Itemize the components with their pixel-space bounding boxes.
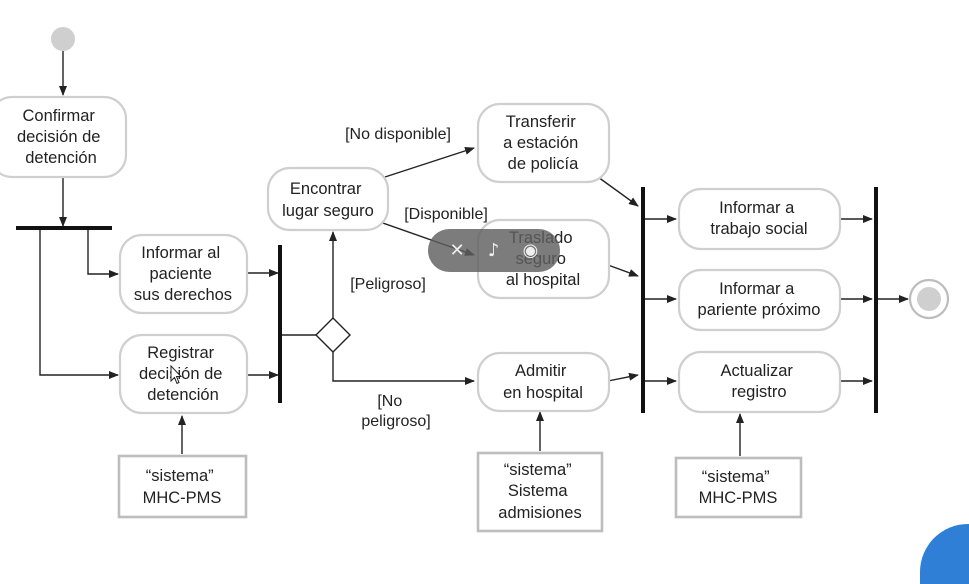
join-bar-3 <box>874 187 878 413</box>
system-mhc-pms-2: “sistema” MHC-PMS <box>674 456 803 519</box>
start-node <box>51 27 75 51</box>
node-label: Informar a trabajo social <box>710 199 807 238</box>
join-bar-2 <box>641 187 645 413</box>
mouse-cursor-icon <box>170 365 182 385</box>
activity-informar-trabajo: Informar a trabajo social <box>677 187 842 251</box>
activity-informar-paciente: Informar al paciente sus derechos <box>118 233 249 315</box>
activity-actualizar: Actualizar registro <box>677 350 842 414</box>
node-label: Actualizar registro <box>720 362 797 401</box>
guard-no-disponible: [No disponible] <box>345 126 451 143</box>
guard-no-peligroso: [No peligroso] <box>361 393 430 430</box>
record-icon[interactable]: ◉ <box>522 240 539 261</box>
activity-transferir: Transferir a estación de policía <box>476 102 611 184</box>
node-label: Encontrar lugar seguro <box>282 180 374 220</box>
edges <box>39 51 909 456</box>
guard-peligroso: [Peligroso] <box>350 276 426 293</box>
pin-off-icon[interactable]: ✕ <box>449 240 465 261</box>
fork-bar <box>16 226 112 230</box>
join-bar-1 <box>278 245 282 403</box>
activity-informar-pariente: Informar a pariente próximo <box>677 268 842 332</box>
node-label: Informar al paciente sus derechos <box>134 244 232 304</box>
system-label: “sistema” MHC-PMS <box>699 468 778 507</box>
media-overlay[interactable]: ✕ ♪ ◉ <box>428 229 560 272</box>
system-label: “sistema” MHC-PMS <box>143 467 222 507</box>
node-label: Transferir a estación de policía <box>503 113 583 173</box>
activity-registrar: Registrar decisión de detención <box>118 333 249 415</box>
node-label: Admitir en hospital <box>503 362 583 402</box>
system-admisiones: “sistema” Sistema admisiones <box>476 451 604 533</box>
node-label: Confirmar decisión de detención <box>17 107 105 167</box>
end-node <box>908 278 950 320</box>
guard-disponible: [Disponible] <box>404 206 488 223</box>
system-mhc-pms-1: “sistema” MHC-PMS <box>117 454 248 519</box>
activity-encontrar: Encontrar lugar seguro <box>266 166 390 232</box>
node-label: Informar a pariente próximo <box>698 280 821 319</box>
mute-icon[interactable]: ♪ <box>487 240 500 261</box>
activity-admitir: Admitir en hospital <box>476 351 611 413</box>
node-label: Registrar decisión de detención <box>139 344 227 404</box>
decision-node <box>315 317 351 353</box>
activity-confirmar: Confirmar decisión de detención <box>0 95 128 179</box>
system-label: “sistema” Sistema admisiones <box>498 461 581 522</box>
